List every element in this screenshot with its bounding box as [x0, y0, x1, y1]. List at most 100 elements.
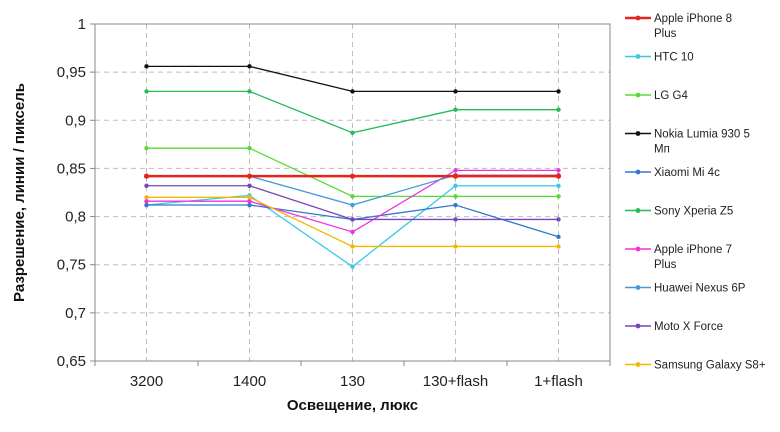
legend-label: Apple iPhone 8 Plus — [654, 13, 732, 40]
data-point — [247, 183, 252, 188]
data-point — [556, 217, 561, 222]
y-tick-label: 0,7 — [65, 305, 86, 322]
legend-item: Apple iPhone 7 Plus — [625, 244, 732, 271]
x-axis-ticks: 3200 1400 130 130+flash 1+flash — [94, 361, 611, 390]
y-axis-title: Разрешение, линии / пиксель — [11, 83, 28, 302]
legend-swatch-marker — [635, 208, 641, 213]
data-point — [143, 173, 150, 179]
data-point — [453, 183, 458, 188]
y-tick-label: 0,8 — [65, 209, 86, 226]
data-point — [246, 173, 253, 179]
data-point — [556, 168, 561, 173]
y-tick-label: 0,75 — [57, 257, 86, 274]
data-point — [453, 244, 458, 249]
legend-item: Huawei Nexus 6P — [625, 283, 746, 295]
series-lines — [143, 64, 562, 269]
series-apple-iphone-7-plus — [144, 168, 561, 235]
data-point — [144, 183, 149, 188]
x-tick-label: 1400 — [233, 373, 266, 390]
data-point — [350, 244, 355, 249]
y-tick-label: 0,95 — [57, 64, 86, 81]
y-axis-ticks: 0,65 0,7 0,75 0,8 0,85 0,9 0,95 1 — [57, 16, 95, 370]
data-point — [453, 107, 458, 112]
data-point — [350, 264, 355, 269]
data-point — [350, 194, 355, 199]
data-point — [556, 89, 561, 94]
legend-swatch-marker — [635, 285, 641, 290]
data-point — [144, 146, 149, 151]
legend-swatch-marker — [635, 54, 641, 59]
legend-swatch-marker — [635, 92, 641, 98]
data-point — [144, 89, 149, 94]
legend-label: LG G4 — [654, 90, 688, 102]
data-point — [556, 183, 561, 188]
series-lg-g4 — [144, 146, 561, 199]
data-point — [556, 234, 561, 239]
data-point — [453, 217, 458, 222]
legend-label: Huawei Nexus 6P — [654, 283, 746, 295]
legend-item: Samsung Galaxy S8+ — [625, 360, 766, 372]
legend-swatch-marker — [635, 323, 641, 329]
data-point — [144, 198, 149, 204]
y-tick-label: 0,85 — [57, 160, 86, 177]
legend-item: Sony Xperia Z5 — [625, 206, 733, 218]
legend-label: Moto X Force — [654, 321, 723, 333]
legend-item: Apple iPhone 8 Plus — [625, 13, 732, 40]
y-tick-label: 1 — [78, 16, 86, 33]
data-point — [247, 64, 252, 69]
data-point — [452, 173, 459, 179]
x-tick-label: 130+flash — [423, 373, 488, 390]
x-tick-label: 130 — [340, 373, 365, 390]
data-point — [350, 202, 355, 208]
y-tick-label: 0,65 — [57, 353, 86, 370]
series-nokia-lumia-930-5- — [144, 64, 561, 94]
legend-item: Xiaomi Mi 4c — [625, 167, 720, 179]
y-tick-label: 0,9 — [65, 112, 86, 129]
data-point — [453, 89, 458, 94]
plot-area — [94, 23, 611, 362]
data-point — [453, 194, 458, 199]
legend-item: HTC 10 — [625, 52, 694, 64]
series-samsung-galaxy-s8- — [144, 195, 561, 249]
x-tick-label: 3200 — [130, 373, 163, 390]
data-point — [247, 89, 252, 94]
legend: Apple iPhone 8 Plus HTC 10 LG G4 Nokia Lumia… — [625, 13, 766, 372]
data-point — [350, 217, 355, 222]
legend-item: Moto X Force — [625, 321, 723, 333]
data-point — [556, 194, 561, 199]
data-point — [349, 173, 356, 179]
data-point — [247, 195, 252, 200]
data-point — [556, 107, 561, 112]
legend-swatch-marker — [635, 246, 641, 252]
legend-label: Sony Xperia Z5 — [654, 206, 733, 218]
x-axis-title: Освещение, люкс — [287, 397, 418, 414]
data-point — [350, 89, 355, 94]
legend-swatch-marker — [635, 131, 641, 136]
data-point — [453, 202, 458, 208]
data-point — [144, 195, 149, 200]
legend-item: Nokia Lumia 930 5 Мп — [625, 129, 750, 156]
legend-label: Samsung Galaxy S8+ — [654, 360, 766, 372]
data-point — [453, 168, 458, 173]
data-point — [350, 229, 355, 235]
data-point — [556, 244, 561, 249]
data-point — [144, 64, 149, 69]
series-sony-xperia-z5 — [144, 89, 561, 136]
legend-label: Xiaomi Mi 4c — [654, 167, 720, 179]
legend-label: Apple iPhone 7 Plus — [654, 244, 732, 271]
data-point — [247, 198, 252, 204]
series-moto-x-force — [144, 183, 561, 222]
data-point — [247, 146, 252, 151]
legend-swatch-marker — [635, 169, 641, 175]
legend-label: Nokia Lumia 930 5 Мп — [654, 129, 750, 156]
gridlines — [95, 24, 610, 361]
data-point — [555, 173, 562, 179]
legend-swatch-marker — [635, 15, 641, 21]
legend-label: HTC 10 — [654, 52, 694, 64]
data-point — [144, 202, 149, 208]
x-tick-label: 1+flash — [534, 373, 583, 390]
legend-item: LG G4 — [625, 90, 688, 102]
data-point — [247, 202, 252, 208]
series-apple-iphone-8-plus — [143, 173, 562, 179]
